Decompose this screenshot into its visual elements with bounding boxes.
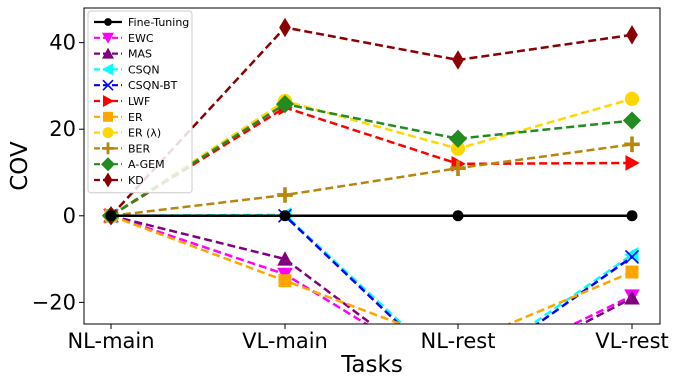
data-point-csqn-bt-3 (624, 249, 640, 264)
legend-label: Fine-Tuning (128, 16, 189, 29)
data-point-a-gem-2 (448, 129, 468, 148)
legend-marker (101, 157, 115, 172)
legend-marker (102, 32, 114, 44)
data-point-csqn-3 (624, 246, 639, 263)
legend-marker (103, 172, 113, 188)
legend: Fine-Tuning EWC MAS CSQN CSQN-BT LWF ER ER (λ) B… (87, 10, 193, 194)
data-point-lwf-3 (625, 155, 640, 171)
series-line-ewc (110, 214, 633, 324)
legend-item-mas: MAS (94, 47, 152, 61)
x-tick-label: VL-main (242, 329, 328, 353)
y-tick-label: 40 (49, 31, 76, 55)
data-point-fine-tuning-0 (105, 210, 117, 222)
legend-marker (103, 95, 114, 107)
legend-item-ber: BER (94, 142, 150, 155)
data-point-ber-2 (450, 160, 466, 176)
data-point-er-lambda-2 (450, 141, 466, 156)
data-point-fine-tuning-1 (279, 210, 291, 222)
data-point-kd-2 (452, 50, 464, 70)
legend-marker (104, 18, 112, 26)
legend-item-lwf: LWF (94, 95, 150, 108)
data-point-kd-3 (626, 25, 638, 45)
y-tick-label: −20 (32, 290, 76, 314)
legend-label: A-GEM (128, 158, 165, 171)
legend-marker (102, 47, 114, 59)
y-tick-label: 0 (63, 204, 76, 228)
legend-item-er-lambda: ER (λ) (94, 127, 161, 140)
data-point-er-3 (625, 265, 639, 279)
data-point-a-gem-3 (622, 111, 642, 130)
legend-item-er: ER (94, 111, 143, 124)
series-line-er (110, 214, 633, 324)
data-point-kd-1 (279, 17, 291, 38)
legend-item-fine-tuning: Fine-Tuning (94, 16, 189, 29)
legend-label: ER (λ) (128, 127, 161, 140)
data-point-csqn-2 (450, 368, 464, 377)
data-point-a-gem-1 (275, 94, 295, 114)
legend-marker (102, 142, 114, 155)
data-point-mas-1 (277, 251, 293, 266)
legend-marker (102, 79, 114, 91)
legend-label: ER (128, 111, 143, 124)
axis-layer: NL-main VL-main NL-rest VL-rest −20 0 20 40 (32, 31, 669, 353)
series-line-kd (110, 26, 633, 217)
data-point-er-lambda-3 (624, 91, 640, 107)
x-tick-label: VL-rest (595, 329, 669, 353)
legend-label: CSQN (128, 63, 160, 76)
legend-label: MAS (128, 48, 152, 61)
series-line-a-gem (110, 102, 633, 217)
data-point-fine-tuning-3 (626, 210, 638, 222)
series-line-lwf (110, 106, 633, 217)
series-line-mas (110, 214, 633, 324)
legend-marker (102, 127, 114, 139)
legend-item-a-gem: A-GEM (94, 157, 165, 172)
legend-item-kd: KD (94, 172, 144, 188)
data-point-fine-tuning-2 (452, 210, 464, 222)
legend-marker (103, 111, 113, 122)
y-axis-label: COV (7, 141, 33, 191)
x-tick-label: NL-rest (421, 329, 496, 353)
legend-label: KD (128, 174, 144, 187)
plot-frame (83, 7, 661, 325)
legend-item-csqn-bt: CSQN-BT (94, 79, 178, 92)
data-point-ber-3 (624, 136, 640, 153)
series-kd (105, 17, 638, 226)
legend-label: CSQN-BT (128, 79, 178, 92)
series-fine-tuning (105, 210, 638, 222)
data-point-er-1 (278, 274, 292, 288)
x-axis-label: Tasks (340, 352, 403, 377)
legend-label: BER (128, 142, 150, 155)
data-point-mas-3 (624, 290, 640, 305)
x-tick-label: NL-main (67, 329, 154, 353)
legend-item-csqn: CSQN (94, 63, 160, 76)
series-layer (101, 17, 642, 377)
y-tick-label: 20 (49, 117, 76, 141)
legend-label: LWF (128, 95, 150, 108)
legend-item-ewc: EWC (94, 32, 154, 45)
data-point-ber-1 (277, 187, 293, 203)
legend-marker (102, 63, 113, 76)
series-line-ber (110, 143, 633, 218)
legend-label: EWC (128, 32, 154, 45)
